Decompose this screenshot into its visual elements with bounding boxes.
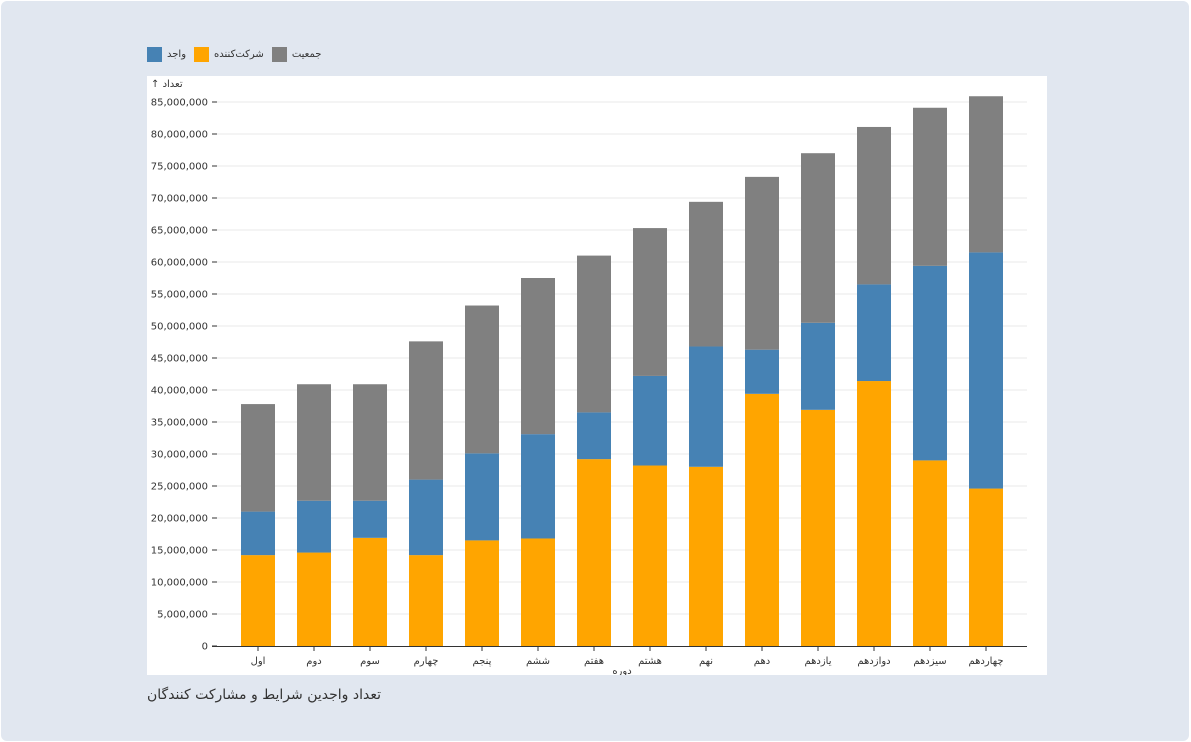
- x-tick-label: چهاردهم: [968, 656, 1003, 667]
- bar-segment-population[interactable]: [465, 305, 499, 454]
- stacked-bar-chart: 0 5,000,000 10,000,000 15,000,000 20,000,000…: [151, 79, 1027, 675]
- bar-segment-eligible[interactable]: [969, 252, 1003, 489]
- x-tick-label: نهم: [699, 656, 713, 667]
- bar-segment-population[interactable]: [297, 384, 331, 501]
- bar-segment-eligible[interactable]: [577, 412, 611, 460]
- bar-segment-eligible[interactable]: [521, 434, 555, 539]
- y-tick-label: 70,000,000: [151, 194, 208, 205]
- legend-swatch-eligible: [147, 46, 162, 62]
- x-tick-label: دوم: [306, 656, 321, 667]
- y-tick-label: 65,000,000: [151, 226, 208, 237]
- x-tick-label: هشتم: [638, 656, 662, 667]
- x-tick-label: دوازدهم: [857, 656, 890, 667]
- y-axis: 0 5,000,000 10,000,000 15,000,000 20,000,000…: [151, 98, 217, 653]
- x-tick-label: سوم: [360, 656, 380, 667]
- legend: واجد شرکت‌کننده جمعیت: [147, 46, 329, 62]
- y-tick-label: 55,000,000: [151, 290, 208, 301]
- bar-segment-population[interactable]: [633, 228, 667, 376]
- bar-segment-eligible[interactable]: [689, 346, 723, 467]
- y-tick-label: 0: [202, 642, 208, 653]
- legend-label-population: جمعیت: [291, 48, 322, 60]
- bar-segment-eligible[interactable]: [353, 500, 387, 538]
- bar-segment-population[interactable]: [857, 126, 891, 285]
- bar-segment-participant[interactable]: [521, 538, 555, 646]
- bar-segment-participant[interactable]: [577, 459, 611, 646]
- chart-caption: تعداد واجدین شرایط و مشارکت کنندگان: [147, 687, 381, 703]
- bar-segment-population[interactable]: [689, 201, 723, 347]
- bar-segment-eligible[interactable]: [241, 511, 275, 556]
- y-tick-label: 45,000,000: [151, 354, 208, 365]
- bar-segment-participant[interactable]: [297, 552, 331, 646]
- bar-segment-eligible[interactable]: [857, 284, 891, 382]
- bar-segment-participant[interactable]: [465, 540, 499, 646]
- x-axis-title: دوره: [612, 666, 631, 675]
- y-tick-label: 15,000,000: [151, 546, 208, 557]
- y-tick-label: 60,000,000: [151, 258, 208, 269]
- bar-segment-population[interactable]: [353, 384, 387, 501]
- bar-segment-population[interactable]: [745, 176, 779, 350]
- bar-segment-population[interactable]: [409, 341, 443, 480]
- bar-segment-participant[interactable]: [633, 465, 667, 646]
- gridlines: [217, 101, 1027, 615]
- legend-swatch-participant: [194, 46, 210, 62]
- bar-segment-population[interactable]: [241, 404, 275, 512]
- bar-segment-eligible[interactable]: [745, 349, 779, 394]
- y-tick-label: 50,000,000: [151, 322, 208, 333]
- x-tick-label: دهم: [754, 656, 770, 667]
- bar-segment-population[interactable]: [577, 255, 611, 413]
- bar-segment-participant[interactable]: [857, 381, 891, 646]
- bar-segment-population[interactable]: [913, 107, 947, 266]
- legend-label-participant: شرکت‌کننده: [214, 48, 264, 60]
- y-tick-label: 75,000,000: [151, 162, 208, 173]
- y-tick-label: 30,000,000: [151, 450, 208, 461]
- x-tick-label: هفتم: [584, 656, 604, 667]
- bar-segment-participant[interactable]: [353, 537, 387, 646]
- y-tick-label: 5,000,000: [157, 610, 208, 621]
- bar-segment-population[interactable]: [801, 153, 835, 323]
- x-tick-label: چهارم: [414, 656, 439, 667]
- bar-segment-eligible[interactable]: [409, 479, 443, 556]
- bar-segment-participant[interactable]: [969, 488, 1003, 646]
- bar-segment-participant[interactable]: [689, 466, 723, 646]
- bar-segment-participant[interactable]: [913, 460, 947, 646]
- y-tick-label: 10,000,000: [151, 578, 208, 589]
- bar-segment-eligible[interactable]: [465, 453, 499, 541]
- x-tick-label: اول: [251, 656, 266, 667]
- bar-segment-population[interactable]: [521, 278, 555, 435]
- legend-item-population[interactable]: جمعیت: [271, 46, 322, 62]
- bar-segment-eligible[interactable]: [801, 322, 835, 410]
- x-axis: اول دوم سوم چهارم پنجم ششم هفتم هشتم نهم دهم یازده…: [212, 646, 1027, 667]
- x-tick-label: سیزدهم: [913, 656, 946, 667]
- y-tick-label: 35,000,000: [151, 418, 208, 429]
- legend-label-eligible: واجد: [167, 48, 187, 60]
- x-tick-label: پنجم: [473, 656, 492, 667]
- bar-segment-participant[interactable]: [241, 555, 275, 646]
- y-tick-label: 40,000,000: [151, 386, 208, 397]
- bar-segment-eligible[interactable]: [633, 375, 667, 466]
- y-tick-label: 85,000,000: [151, 98, 208, 109]
- x-tick-label: یازدهم: [804, 656, 831, 667]
- legend-item-participant[interactable]: شرکت‌کننده: [194, 46, 264, 62]
- legend-swatch-population: [271, 46, 287, 62]
- x-tick-label: ششم: [526, 656, 550, 667]
- bar-segment-participant[interactable]: [801, 409, 835, 646]
- bar-segment-participant[interactable]: [745, 393, 779, 646]
- y-tick-label: 20,000,000: [151, 514, 208, 525]
- bar-segment-participant[interactable]: [409, 555, 443, 646]
- bar-segment-eligible[interactable]: [913, 265, 947, 461]
- y-axis-title: ↑ تعداد: [151, 79, 183, 90]
- y-tick-label: 25,000,000: [151, 482, 208, 493]
- y-tick-label: 80,000,000: [151, 130, 208, 141]
- chart-panel: 0 5,000,000 10,000,000 15,000,000 20,000,000…: [147, 76, 1047, 675]
- bar-segment-eligible[interactable]: [297, 500, 331, 553]
- legend-item-eligible[interactable]: واجد: [147, 46, 187, 62]
- bars: [241, 96, 1003, 646]
- bar-segment-population[interactable]: [969, 96, 1003, 253]
